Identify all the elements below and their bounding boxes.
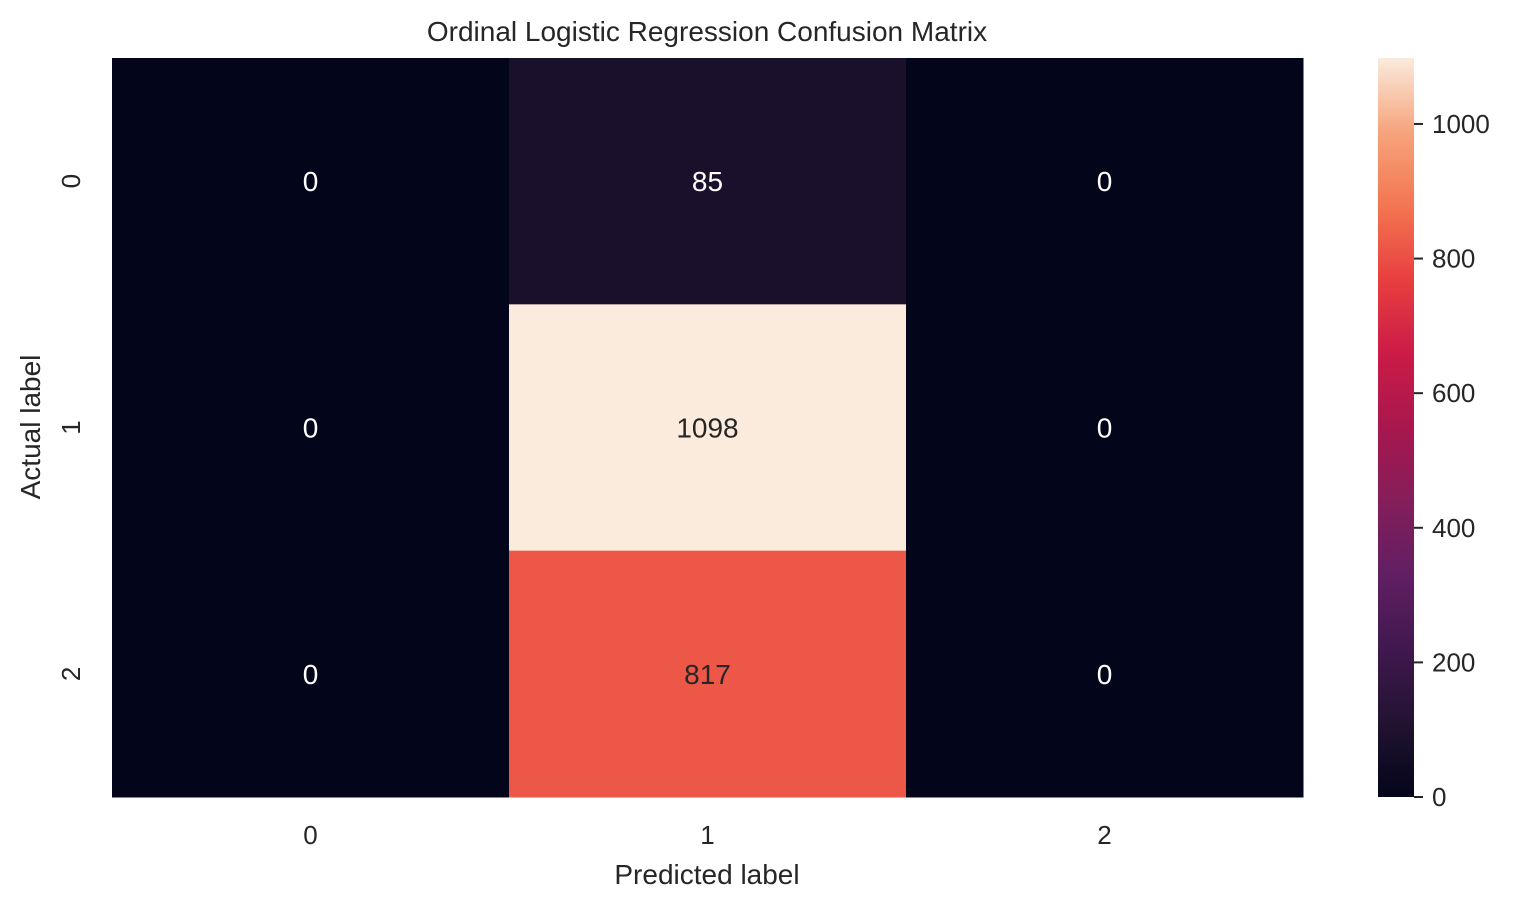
x-axis-label: Predicted label [614, 859, 799, 890]
x-tick-label-2: 2 [1097, 820, 1111, 850]
y-tick-label-1: 1 [56, 420, 86, 434]
chart-title: Ordinal Logistic Regression Confusion Ma… [427, 16, 987, 47]
heatmap-cell-r1-c0 [112, 304, 510, 552]
cell-value-r0-c0: 0 [303, 166, 319, 197]
y-axis-ticks: 0 1 2 [56, 174, 86, 681]
colorbar-tick-label-4: 800 [1432, 244, 1475, 274]
cell-value-r0-c1: 85 [692, 166, 723, 197]
heatmap-cell-r0-c1 [509, 58, 907, 305]
heatmap-cell-labels: 0 85 0 0 1098 0 0 817 0 [303, 166, 1113, 690]
colorbar-tick-label-0: 0 [1432, 782, 1446, 812]
colorbar-tick-label-5: 1000 [1432, 109, 1490, 139]
cell-value-r2-c2: 0 [1097, 659, 1113, 690]
heatmap-cell-r0-c0 [112, 58, 510, 305]
colorbar [1378, 58, 1414, 797]
colorbar-ticks: 0 200 400 600 800 1000 [1414, 109, 1490, 812]
heatmap-cell-r2-c0 [112, 550, 510, 798]
y-axis-label: Actual label [15, 355, 46, 500]
cell-value-r1-c1: 1098 [676, 413, 738, 444]
heatmap-cell-r0-c2 [906, 58, 1304, 305]
x-tick-label-0: 0 [303, 820, 317, 850]
colorbar-tick-label-1: 200 [1432, 647, 1475, 677]
heatmap-cells [112, 58, 1304, 798]
x-tick-label-1: 1 [700, 820, 714, 850]
cell-value-r1-c2: 0 [1097, 413, 1113, 444]
heatmap-cell-r2-c2 [906, 550, 1304, 798]
x-axis-ticks: 0 1 2 [303, 820, 1111, 850]
y-tick-label-2: 2 [56, 667, 86, 681]
heatmap-cell-r2-c1 [509, 550, 907, 798]
cell-value-r0-c2: 0 [1097, 166, 1113, 197]
colorbar-tick-label-3: 600 [1432, 378, 1475, 408]
y-tick-label-0: 0 [56, 174, 86, 188]
heatmap-cell-r1-c2 [906, 304, 1304, 552]
heatmap-cell-r1-c1 [509, 304, 907, 552]
colorbar-tick-label-2: 400 [1432, 513, 1475, 543]
cell-value-r2-c0: 0 [303, 659, 319, 690]
cell-value-r1-c0: 0 [303, 413, 319, 444]
cell-value-r2-c1: 817 [684, 659, 731, 690]
